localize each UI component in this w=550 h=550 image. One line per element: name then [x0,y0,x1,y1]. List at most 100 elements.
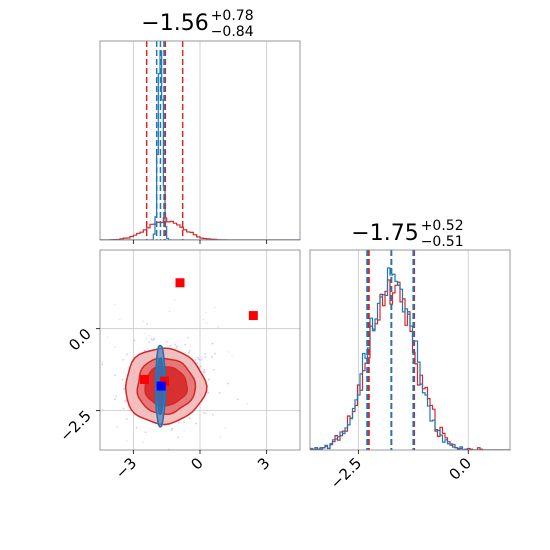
sample-dot [195,422,197,425]
sample-dot [122,407,125,410]
sample-dot [236,398,239,401]
sample-dot [183,421,185,424]
sample-dot [188,351,190,354]
sample-dot [183,430,185,432]
sample-dot [114,303,116,306]
panel-title-param-2: −1.75 +0.52 −0.51 [351,218,463,250]
sample-dot [218,392,221,394]
sample-dot [171,427,174,430]
sample-dot [106,454,108,456]
histogram-red [310,279,510,450]
y-tick-label: 0.0 [65,325,95,355]
histogram-blue [310,267,510,450]
sample-dot [144,431,147,434]
sample-dot [170,429,173,431]
upper-error: +0.78 [211,8,254,24]
sample-dot [152,339,155,341]
sample-dot [133,339,136,342]
red-marker [175,278,185,288]
sample-dot [202,411,205,414]
x-tick-label: −3 [112,454,140,482]
median-value: −1.75 [351,221,418,246]
sample-dot [150,338,153,341]
sample-dot [194,358,197,361]
x-tick-label: 3 [254,454,273,473]
red-marker [159,376,169,386]
sample-dot [219,436,222,438]
sample-dot [231,354,233,357]
sample-dot [114,374,116,377]
marginal-histogram-param-1 [99,40,301,244]
sample-dot [208,378,210,381]
sample-dot [94,362,96,364]
sample-dot [125,353,128,356]
sample-dot [207,391,209,394]
sample-dot [82,445,84,447]
sample-dot [125,440,128,442]
sample-dot [212,413,214,416]
sample-dot [135,426,138,429]
x-tick-label: 0.0 [445,454,475,484]
sample-dot [175,346,178,349]
lower-error: −0.51 [421,234,464,250]
sample-dot [177,436,180,439]
sample-dot [204,352,206,355]
red-marker [248,311,258,321]
sample-dot [101,363,104,366]
joint-distribution: −3 0 3 0.0 −2.5 [56,249,301,482]
sample-dot [114,346,117,348]
sample-dot [200,358,203,361]
sample-dot [124,400,126,402]
sample-dot [214,352,216,355]
sample-dot [174,343,177,346]
sample-dot [196,356,199,359]
sample-dot [98,453,100,455]
sample-dot [144,349,146,352]
sample-dot [232,452,234,454]
upper-error: +0.52 [421,218,464,234]
sample-dot [148,341,150,344]
sample-dot [101,408,103,410]
sample-dot [119,318,121,321]
sample-dot [217,326,219,328]
x-tick-label: 0 [187,454,206,473]
sample-dot [224,427,226,429]
blue-marker [156,381,166,391]
sample-dot [153,337,155,340]
sample-dot [196,362,199,365]
sample-dot [204,356,207,359]
sample-dot [122,358,125,361]
sample-dot [200,365,202,368]
sample-dot [202,370,205,373]
sample-dot [205,311,208,314]
sample-dot [148,334,150,337]
marginal-histogram-param-2: −2.5 0.0 [309,249,511,493]
sample-dot [115,395,118,398]
sample-dot [90,450,92,452]
sample-dot [227,382,230,385]
sample-dot [168,310,171,313]
sample-dot [227,351,230,353]
sample-dot [212,368,215,371]
sample-dot [189,345,191,347]
axes-frame [309,249,511,451]
sample-dot [142,320,145,323]
sample-dot [114,398,116,401]
truth-markers [139,278,258,391]
sample-dot [106,336,109,339]
sample-dot [101,361,104,364]
sample-dot [137,456,139,458]
sample-dot [165,340,168,343]
sample-dot [125,417,128,420]
sample-dot [204,412,207,415]
median-value: −1.56 [141,11,208,36]
lower-error: −0.84 [211,24,254,40]
sample-dot [116,425,119,428]
sample-dot [90,398,92,400]
sample-dot [186,336,189,339]
sample-dot [214,306,216,309]
sample-dot [121,378,124,381]
sample-dot [211,355,213,358]
sample-dot [203,371,206,374]
